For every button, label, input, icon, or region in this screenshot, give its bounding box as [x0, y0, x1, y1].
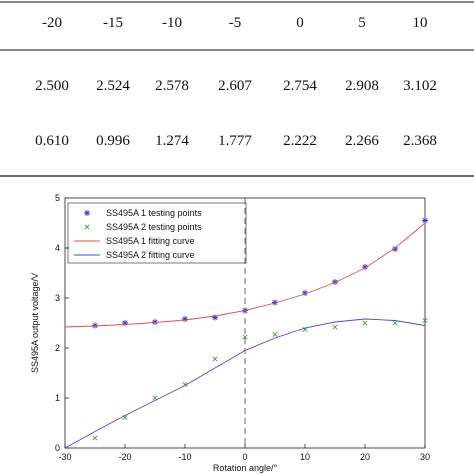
table-cell: 2.754 [283, 78, 317, 94]
data-point [422, 317, 428, 324]
table-cell: 2.578 [155, 78, 189, 94]
legend-label: SS495A 2 testing points [106, 222, 202, 232]
table-header: 0 [296, 15, 304, 31]
y-tick-label: 0 [55, 443, 60, 453]
table-cell: 2.908 [345, 78, 379, 94]
y-tick-label: 2 [55, 343, 60, 353]
data-point [332, 324, 338, 330]
table-cell: 2.500 [35, 78, 69, 94]
fit-curve [64, 222, 426, 328]
data-point [272, 299, 278, 306]
data-point [152, 319, 158, 325]
table-cell: 2.524 [96, 78, 130, 94]
table-header: 5 [358, 15, 366, 31]
table-cell: 2.368 [403, 133, 437, 149]
table-header: -5 [229, 15, 242, 31]
data-point [212, 314, 218, 321]
data-point [422, 217, 428, 224]
table-header: -10 [162, 15, 182, 31]
legend [67, 202, 247, 264]
legend-marker [84, 210, 90, 216]
table-cell: 0.996 [96, 133, 130, 149]
fit-curve [64, 318, 426, 449]
data-point [392, 320, 398, 326]
table-cell: 3.102 [403, 78, 437, 94]
data-point [242, 334, 248, 340]
legend-marker [84, 224, 90, 230]
data-point [362, 264, 368, 270]
table-cell: 0.610 [35, 133, 69, 149]
table-header: -20 [42, 15, 62, 31]
table-cell: 2.222 [283, 133, 317, 149]
y-tick-label: 1 [55, 393, 60, 403]
table-cell: 2.607 [218, 78, 252, 94]
data-point [92, 435, 98, 441]
x-tick-label: 30 [420, 452, 430, 462]
table-header: 10 [413, 15, 428, 31]
data-point [92, 322, 98, 329]
data-point [212, 356, 218, 362]
data-point [182, 316, 188, 322]
x-tick-label: -20 [118, 452, 131, 462]
x-tick-label: -30 [58, 452, 71, 462]
data-point [122, 320, 128, 326]
legend-label: SS495A 1 fitting curve [106, 236, 195, 246]
x-tick-label: 10 [300, 452, 310, 462]
data-point [272, 331, 278, 338]
x-axis-label: Rotation angle/° [213, 463, 278, 473]
table-cell: 2.266 [345, 133, 379, 149]
legend-label: SS495A 1 testing points [106, 208, 202, 218]
table-cell: 1.777 [218, 133, 252, 149]
x-tick-label: 20 [360, 452, 370, 462]
y-tick-label: 5 [55, 193, 60, 203]
data-point [362, 320, 368, 326]
x-tick-label: -10 [178, 452, 191, 462]
y-tick-label: 4 [55, 243, 60, 253]
x-tick-label: 0 [242, 452, 247, 462]
legend-label: SS495A 2 fitting curve [106, 250, 195, 260]
data-point [332, 279, 338, 285]
data-point [302, 290, 308, 296]
table-cell: 1.274 [155, 133, 189, 149]
data-point [392, 246, 398, 252]
y-axis-label: SS495A output voltage/V [30, 273, 40, 373]
table-header: -15 [103, 15, 123, 31]
y-tick-label: 3 [55, 293, 60, 303]
